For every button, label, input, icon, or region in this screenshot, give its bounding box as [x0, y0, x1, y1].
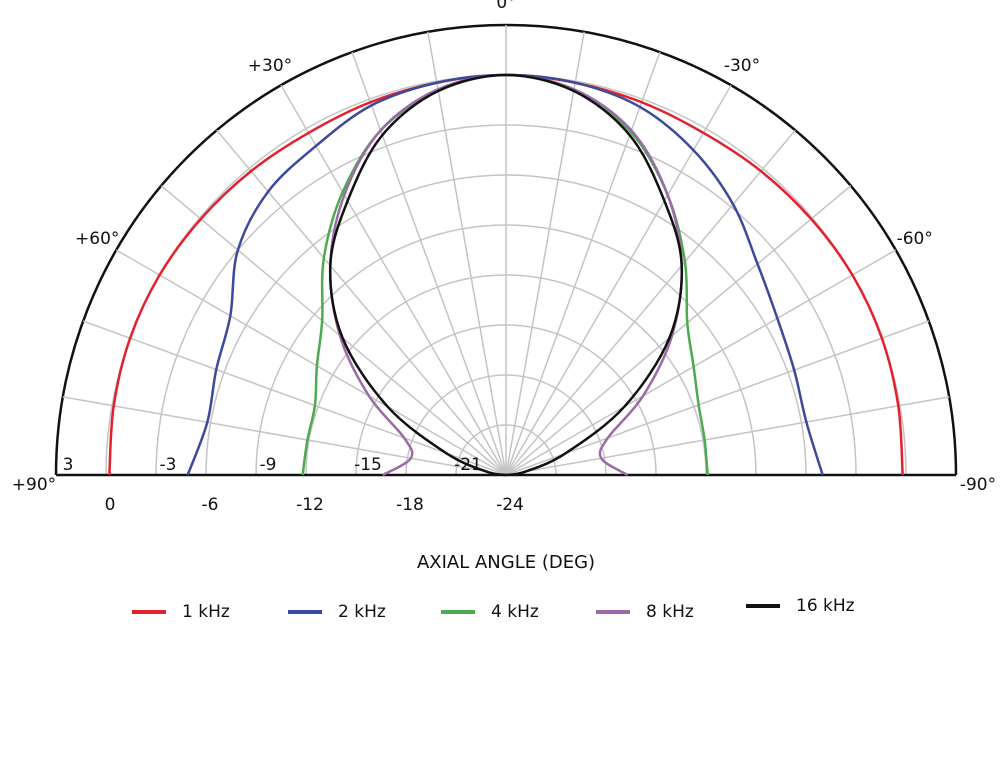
- r-tick-label: -12: [296, 495, 324, 515]
- angle-tick-label: -90°: [960, 475, 996, 495]
- curves: [108, 73, 904, 477]
- r-tick-label: 3: [63, 455, 74, 475]
- grid-spoke: [505, 185, 852, 476]
- angle-tick-label: 0°: [496, 0, 515, 13]
- angle-tick-label: +60°: [75, 229, 119, 249]
- grid-spoke: [427, 31, 507, 476]
- angle-tick-label: -60°: [897, 229, 933, 249]
- grid-spoke: [351, 51, 507, 476]
- grid-spoke: [280, 84, 507, 476]
- r-tick-label: -18: [396, 495, 424, 515]
- grid-spoke: [505, 129, 796, 476]
- grid-spoke: [505, 320, 930, 476]
- grid-spoke: [505, 396, 950, 476]
- grid-spoke: [505, 249, 897, 476]
- legend-label: 16 kHz: [796, 596, 855, 616]
- legend-label: 1 kHz: [182, 602, 230, 622]
- legend-label: 8 kHz: [646, 602, 694, 622]
- r-tick-label: -15: [354, 455, 382, 475]
- grid-spoke: [62, 396, 507, 476]
- grid: [54, 23, 958, 477]
- grid-spoke: [82, 320, 507, 476]
- angle-tick-label: -30°: [724, 56, 760, 76]
- angle-tick-label: +90°: [12, 475, 56, 495]
- r-tick-label: 0: [105, 495, 116, 515]
- labels: 3 0 -3 -6 -9 -12 -15 -18 -21 -24 +90° +60° +30° 0° -30…: [12, 0, 996, 515]
- legend: 1 kHz 2 kHz 4 kHz 8 kHz 16 kHz: [132, 596, 855, 622]
- grid-spoke: [505, 51, 661, 476]
- grid-spoke: [160, 185, 507, 476]
- legend-label: 2 kHz: [338, 602, 386, 622]
- angle-tick-label: +30°: [248, 56, 292, 76]
- grid-spoke: [505, 31, 585, 476]
- r-tick-label: -6: [202, 495, 219, 515]
- grid-spoke: [115, 249, 507, 476]
- axis-title: AXIAL ANGLE (DEG): [417, 552, 595, 573]
- r-tick-label: -3: [160, 455, 177, 475]
- legend-label: 4 kHz: [491, 602, 539, 622]
- r-tick-label: -24: [496, 495, 524, 515]
- series-line: [328, 73, 684, 477]
- r-tick-label: -9: [260, 455, 277, 475]
- r-tick-label: -21: [454, 455, 482, 475]
- grid-spoke: [216, 129, 507, 476]
